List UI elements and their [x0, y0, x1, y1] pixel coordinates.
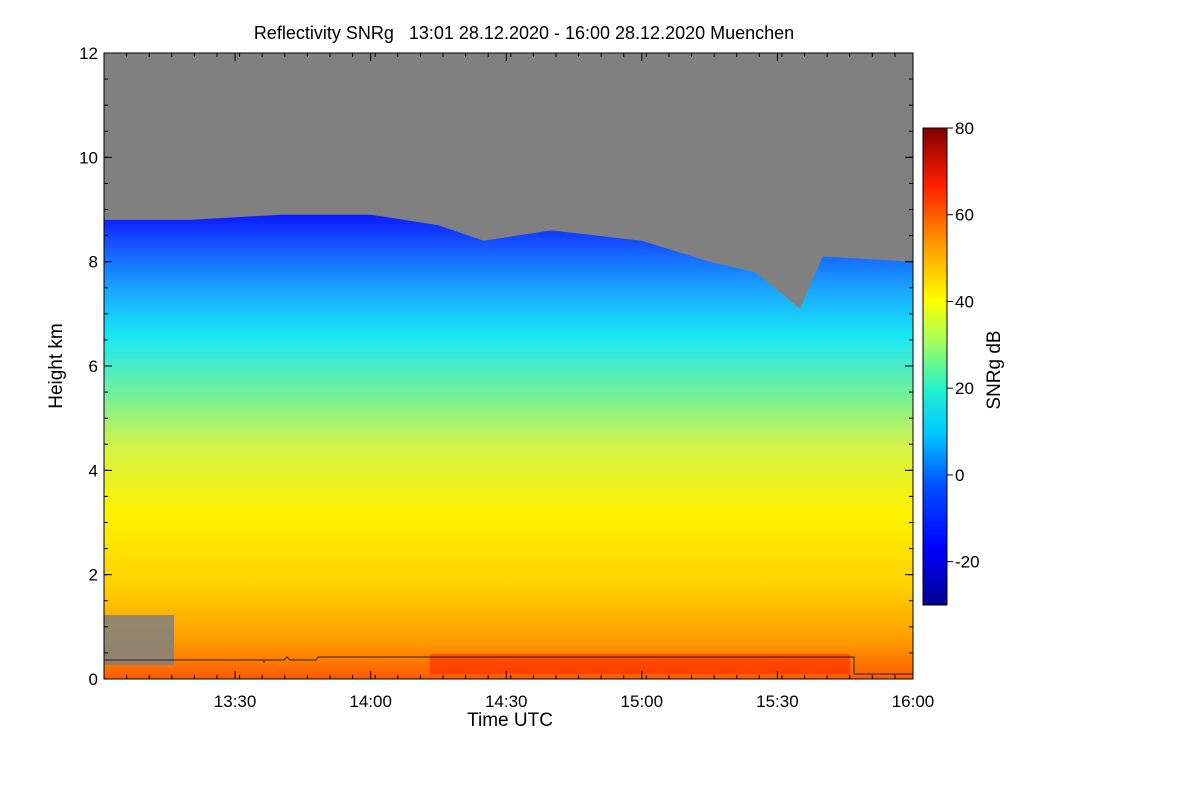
y-axis: 0 2 4 6 8 10 12 [79, 44, 913, 689]
plot-area [104, 53, 913, 679]
y-axis-label: Height km [46, 323, 67, 409]
y-tick-label: 6 [89, 357, 98, 376]
colorbar: -20 0 20 40 60 80 SNRg dB [922, 119, 1005, 606]
x-tick-label: 15:30 [756, 692, 799, 711]
x-tick-label: 14:00 [349, 692, 392, 711]
x-tick-label: 15:00 [621, 692, 664, 711]
y-tick-label: 12 [79, 44, 98, 63]
x-tick-label: 13:30 [214, 692, 257, 711]
boundary-line [104, 656, 913, 675]
lowlevel-missing-patch [104, 615, 174, 665]
colorbar-tick-label: 80 [955, 119, 974, 138]
y-tick-label: 10 [79, 148, 98, 167]
x-tick-label: 16:00 [892, 692, 935, 711]
colorbar-label: SNRg dB [984, 330, 1005, 409]
colorbar-scale [922, 127, 948, 606]
echo-region [104, 214, 913, 679]
chart-title: Reflectivity SNRg 13:01 28.12.2020 - 16:… [254, 23, 794, 43]
colorbar-tick-label: 60 [955, 206, 974, 225]
colorbar-ticks: -20 0 20 40 60 80 [947, 119, 980, 572]
y-tick-label: 4 [89, 461, 98, 480]
surface-echo-band [430, 654, 850, 674]
colorbar-tick-label: 40 [955, 292, 974, 311]
y-tick-label: 0 [89, 670, 98, 689]
x-axis-label: Time UTC [467, 710, 553, 731]
x-tick-label: 14:30 [485, 692, 528, 711]
x-axis: 13:30 14:00 14:30 15:00 15:30 16:00 [103, 53, 935, 711]
colorbar-tick-label: -20 [955, 553, 980, 572]
colorbar-tick-label: 0 [955, 466, 964, 485]
colorbar-tick-label: 20 [955, 379, 974, 398]
y-tick-label: 2 [89, 566, 98, 585]
y-tick-label: 8 [89, 253, 98, 272]
